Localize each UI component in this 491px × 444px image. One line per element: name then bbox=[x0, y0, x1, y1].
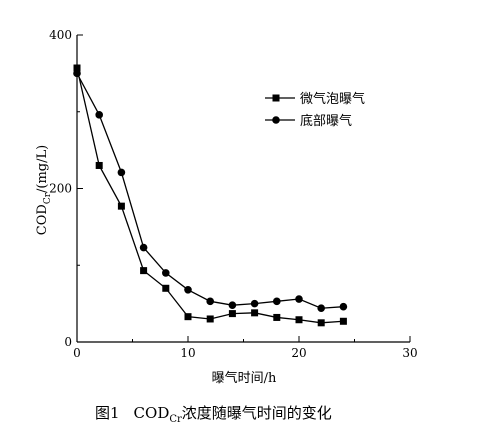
square-data-point bbox=[339, 317, 347, 325]
circle-data-point bbox=[228, 301, 237, 309]
y-axis-label-subscript: Cr bbox=[43, 192, 53, 204]
circle-data-point bbox=[206, 297, 214, 306]
circle-data-point bbox=[273, 297, 281, 306]
legend-label: 底部曝气 bbox=[300, 113, 352, 129]
figure-caption-cod: COD bbox=[134, 404, 170, 422]
circle-data-point bbox=[117, 168, 126, 177]
circle-data-point bbox=[95, 111, 103, 119]
x-axis-label: 曝气时间/h bbox=[212, 370, 277, 386]
y-axis-label-main: COD bbox=[35, 204, 50, 235]
circle-data-point bbox=[139, 243, 148, 252]
circle-data-point bbox=[317, 304, 326, 313]
circle-data-point bbox=[339, 302, 348, 311]
square-data-point bbox=[295, 316, 303, 324]
circle-data-point bbox=[250, 299, 259, 308]
y-tick-label: 0 bbox=[64, 335, 72, 349]
x-tick-label: 20 bbox=[291, 346, 306, 360]
square-data-point bbox=[228, 310, 236, 318]
legend-label: 微气泡曝气 bbox=[300, 91, 365, 107]
square-data-point bbox=[140, 267, 148, 275]
square-data-point bbox=[184, 313, 192, 321]
chart-series-layer bbox=[73, 64, 348, 327]
square-data-point bbox=[162, 284, 170, 292]
x-tick-label: 30 bbox=[402, 346, 417, 360]
square-data-point bbox=[251, 309, 259, 317]
series-line bbox=[76, 73, 344, 309]
square-data-point bbox=[317, 319, 325, 327]
x-tick-label: 0 bbox=[73, 346, 81, 360]
y-axis-label: CODCr/(mg/L) bbox=[35, 145, 53, 235]
square-data-point bbox=[273, 313, 281, 321]
series-microbubble-aeration bbox=[73, 64, 347, 327]
figure-caption: 图1 CODCr浓度随曝气时间的变化 bbox=[95, 404, 332, 425]
figure-caption-text: 浓度随曝气时间的变化 bbox=[182, 404, 332, 422]
legend-item: 微气泡曝气 bbox=[265, 91, 365, 107]
circle-data-point bbox=[162, 269, 170, 277]
square-data-point bbox=[117, 202, 125, 210]
square-data-point bbox=[206, 315, 214, 323]
circle-data-point bbox=[184, 286, 192, 294]
series-bottom-aeration bbox=[73, 69, 348, 313]
x-tick-label: 10 bbox=[180, 346, 195, 360]
legend-circle-marker bbox=[272, 116, 280, 124]
figure-caption-number: 图1 bbox=[95, 404, 120, 422]
y-axis-label-unit: /(mg/L) bbox=[35, 145, 50, 193]
square-data-point bbox=[73, 64, 81, 72]
chart-ticks: 0 10 20 30 0 200 400 bbox=[49, 28, 418, 360]
legend-item: 底部曝气 bbox=[265, 113, 352, 129]
square-data-point bbox=[95, 161, 103, 169]
circle-data-point bbox=[73, 69, 81, 78]
chart-axes bbox=[76, 35, 410, 343]
y-tick-label: 200 bbox=[49, 182, 72, 196]
legend-square-marker bbox=[272, 94, 280, 102]
y-tick-label: 400 bbox=[49, 28, 72, 42]
circle-data-point bbox=[295, 295, 303, 303]
figure-caption-subscript: Cr bbox=[169, 414, 182, 425]
